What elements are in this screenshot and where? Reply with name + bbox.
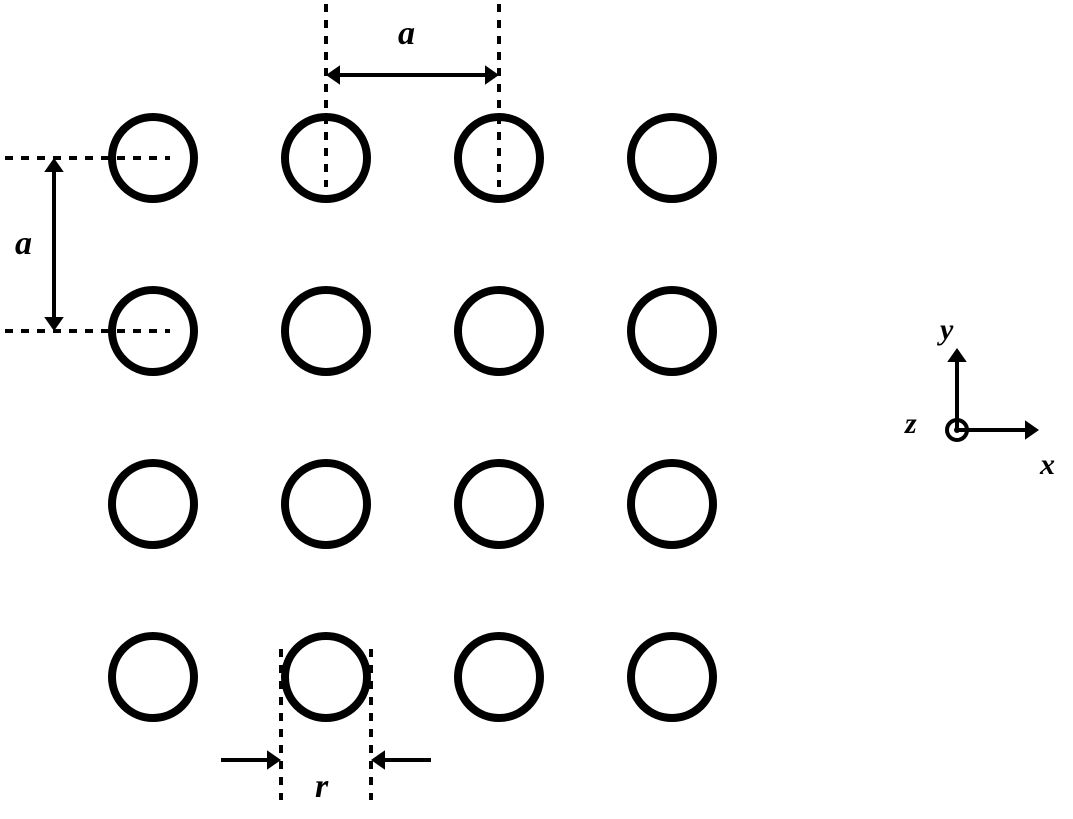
axis-label-x: x [1040,448,1055,482]
lattice-diagram: a a r x y z [0,0,1073,819]
lattice-circle [281,113,371,203]
axis-label-y: y [940,313,953,347]
lattice-circle [627,632,717,722]
lattice-circle [108,459,198,549]
lattice-circle [281,459,371,549]
lattice-circle [454,459,544,549]
lattice-circle [108,113,198,203]
lattice-circle [108,632,198,722]
lattice-circle [454,113,544,203]
radius-label: r [315,768,328,806]
lattice-circle [454,286,544,376]
lattice-circle [627,113,717,203]
lattice-circle [627,286,717,376]
lattice-circle [281,632,371,722]
spacing-label-left: a [15,225,32,263]
lattice-circle [108,286,198,376]
lattice-circle [281,286,371,376]
axis-label-z: z [905,407,917,441]
lattice-circle [627,459,717,549]
spacing-label-top: a [398,15,415,53]
lattice-circle [454,632,544,722]
